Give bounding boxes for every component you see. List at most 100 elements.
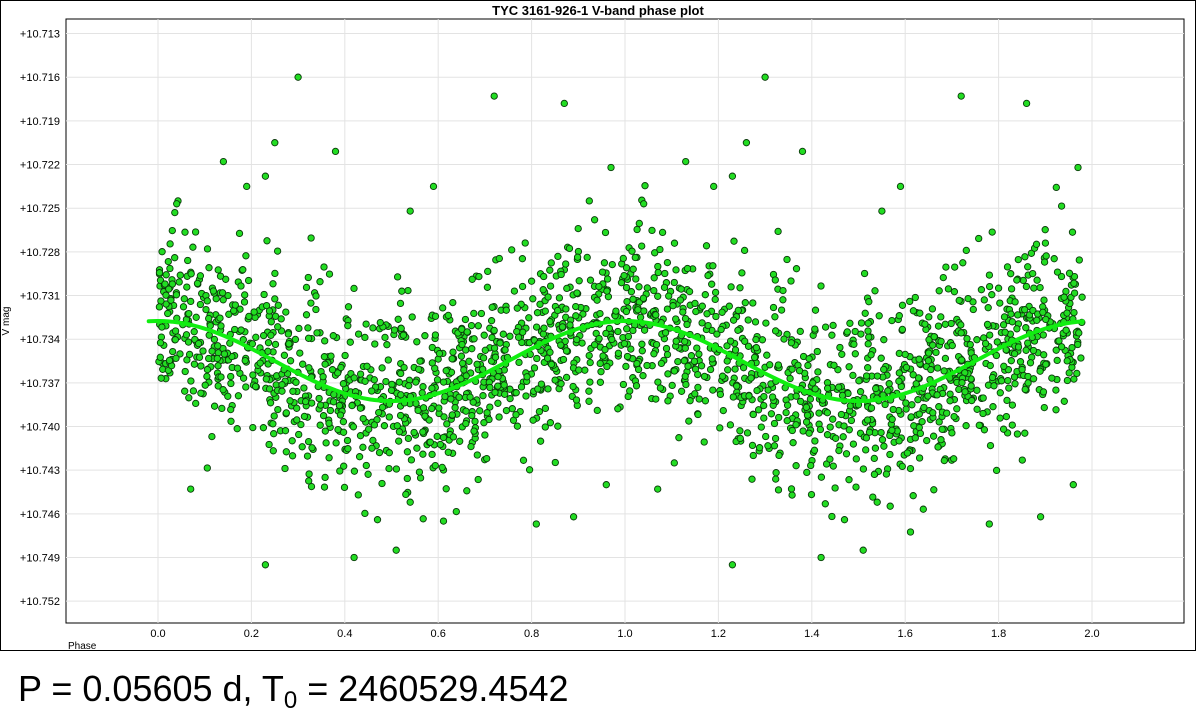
data-point [811,306,820,314]
data-point [681,314,690,323]
data-point [214,266,222,274]
data-point [475,272,483,281]
data-point [635,283,643,291]
data-point [1008,421,1016,429]
data-point [336,411,345,419]
data-point [387,386,396,394]
data-point [227,372,235,381]
data-point [205,354,213,363]
data-point [761,73,769,81]
data-point [265,385,274,393]
data-point [415,365,423,373]
data-point [1010,350,1019,358]
data-point [572,396,581,404]
data-point [783,417,791,425]
data-point [359,443,367,451]
data-point [304,324,312,332]
data-point [540,272,548,281]
data-point [419,450,427,458]
data-point [923,436,931,445]
data-point [578,339,586,347]
data-point [929,432,938,440]
data-point [677,387,686,395]
data-point [857,319,866,327]
data-point [1070,308,1078,317]
data-point [1022,99,1031,108]
data-point [322,439,330,447]
data-point [1002,412,1011,421]
data-point [362,320,370,328]
data-point [704,271,712,280]
data-point [595,282,603,291]
data-point [599,352,607,360]
data-point [569,382,577,391]
x-axis-label: Phase [68,641,97,652]
data-point [217,322,225,330]
data-point [218,289,227,297]
data-point [155,303,164,311]
data-point [316,278,324,286]
data-point [1070,289,1079,297]
data-point [1001,328,1009,336]
data-point [376,318,384,327]
data-point [933,391,941,399]
data-point [227,405,235,414]
data-point [267,331,275,339]
data-point [239,266,247,274]
data-point [300,384,308,392]
data-point [585,197,593,205]
data-point [593,296,601,304]
data-point [852,455,860,463]
data-point [419,428,427,436]
data-point [703,310,711,318]
data-point [462,419,470,428]
data-point [562,347,571,355]
data-point [455,393,463,401]
data-point [601,228,610,237]
data-point [297,420,305,429]
data-point [836,343,844,352]
data-point [886,450,894,459]
data-point [1026,359,1035,367]
data-point [231,301,239,309]
data-point [303,452,312,460]
data-point [1029,269,1037,278]
data-point [828,512,836,521]
data-point [395,378,403,386]
data-point [242,383,250,391]
data-point [217,373,225,381]
data-point [738,269,746,277]
data-point [751,318,760,326]
data-point [557,270,565,279]
data-point [772,475,780,483]
data-point [694,370,702,379]
data-point [1003,396,1011,405]
data-point [393,273,402,281]
data-point [572,312,580,320]
data-point [573,253,582,261]
data-point [918,418,926,426]
data-point [262,375,270,383]
data-point [941,354,950,363]
data-point [622,264,631,272]
data-point [339,428,348,436]
data-point [286,397,294,405]
data-point [586,358,594,367]
data-point [729,316,738,324]
data-point [234,392,243,400]
x-tick-label: 1.6 [898,628,913,640]
data-point [554,252,562,261]
data-point [329,398,338,406]
data-point [957,356,966,364]
data-point [456,437,464,445]
data-point [436,440,445,449]
data-point [745,392,753,400]
data-point [573,335,581,344]
data-point [774,486,783,494]
data-point [263,237,271,245]
data-point [948,341,956,350]
data-point [1070,279,1078,287]
data-point [312,292,320,300]
data-point [442,367,450,375]
data-point [898,301,907,309]
